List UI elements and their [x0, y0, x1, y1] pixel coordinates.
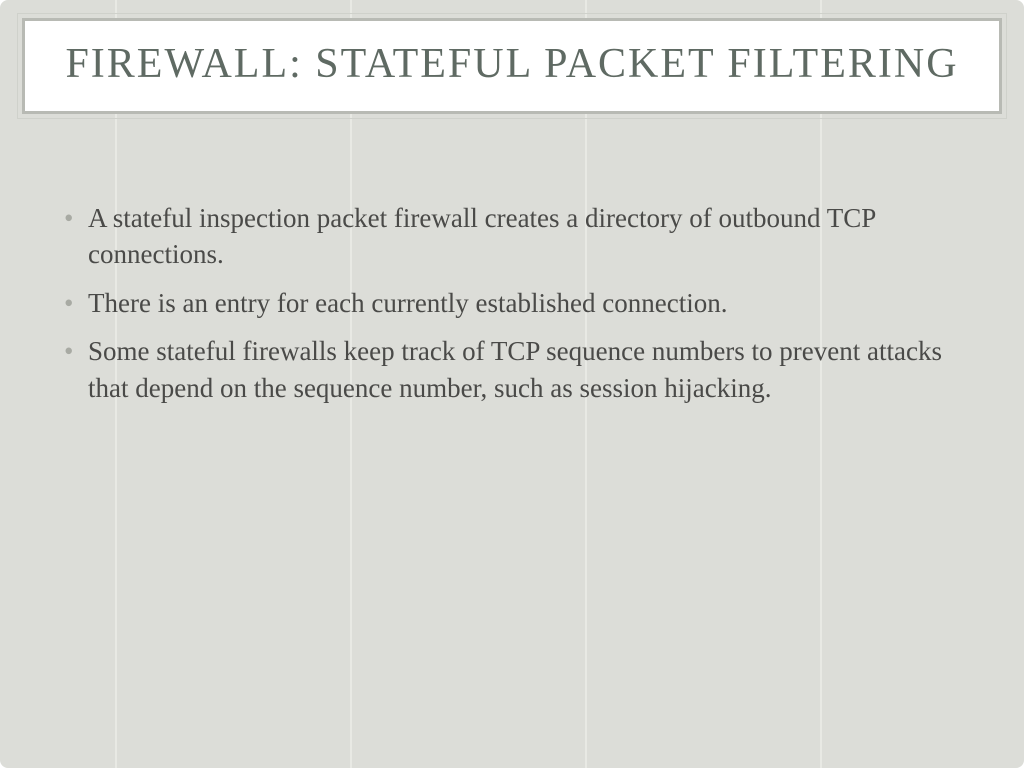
- title-box: FIREWALL: STATEFUL PACKET FILTERING: [22, 18, 1002, 114]
- bullet-item: There is an entry for each currently est…: [60, 285, 964, 321]
- slide: FIREWALL: STATEFUL PACKET FILTERING A st…: [0, 0, 1024, 768]
- slide-title: FIREWALL: STATEFUL PACKET FILTERING: [45, 39, 979, 89]
- bullet-item: Some stateful firewalls keep track of TC…: [60, 333, 964, 406]
- bullet-item: A stateful inspection packet firewall cr…: [60, 200, 964, 273]
- content-area: A stateful inspection packet firewall cr…: [60, 200, 964, 418]
- bullet-list: A stateful inspection packet firewall cr…: [60, 200, 964, 406]
